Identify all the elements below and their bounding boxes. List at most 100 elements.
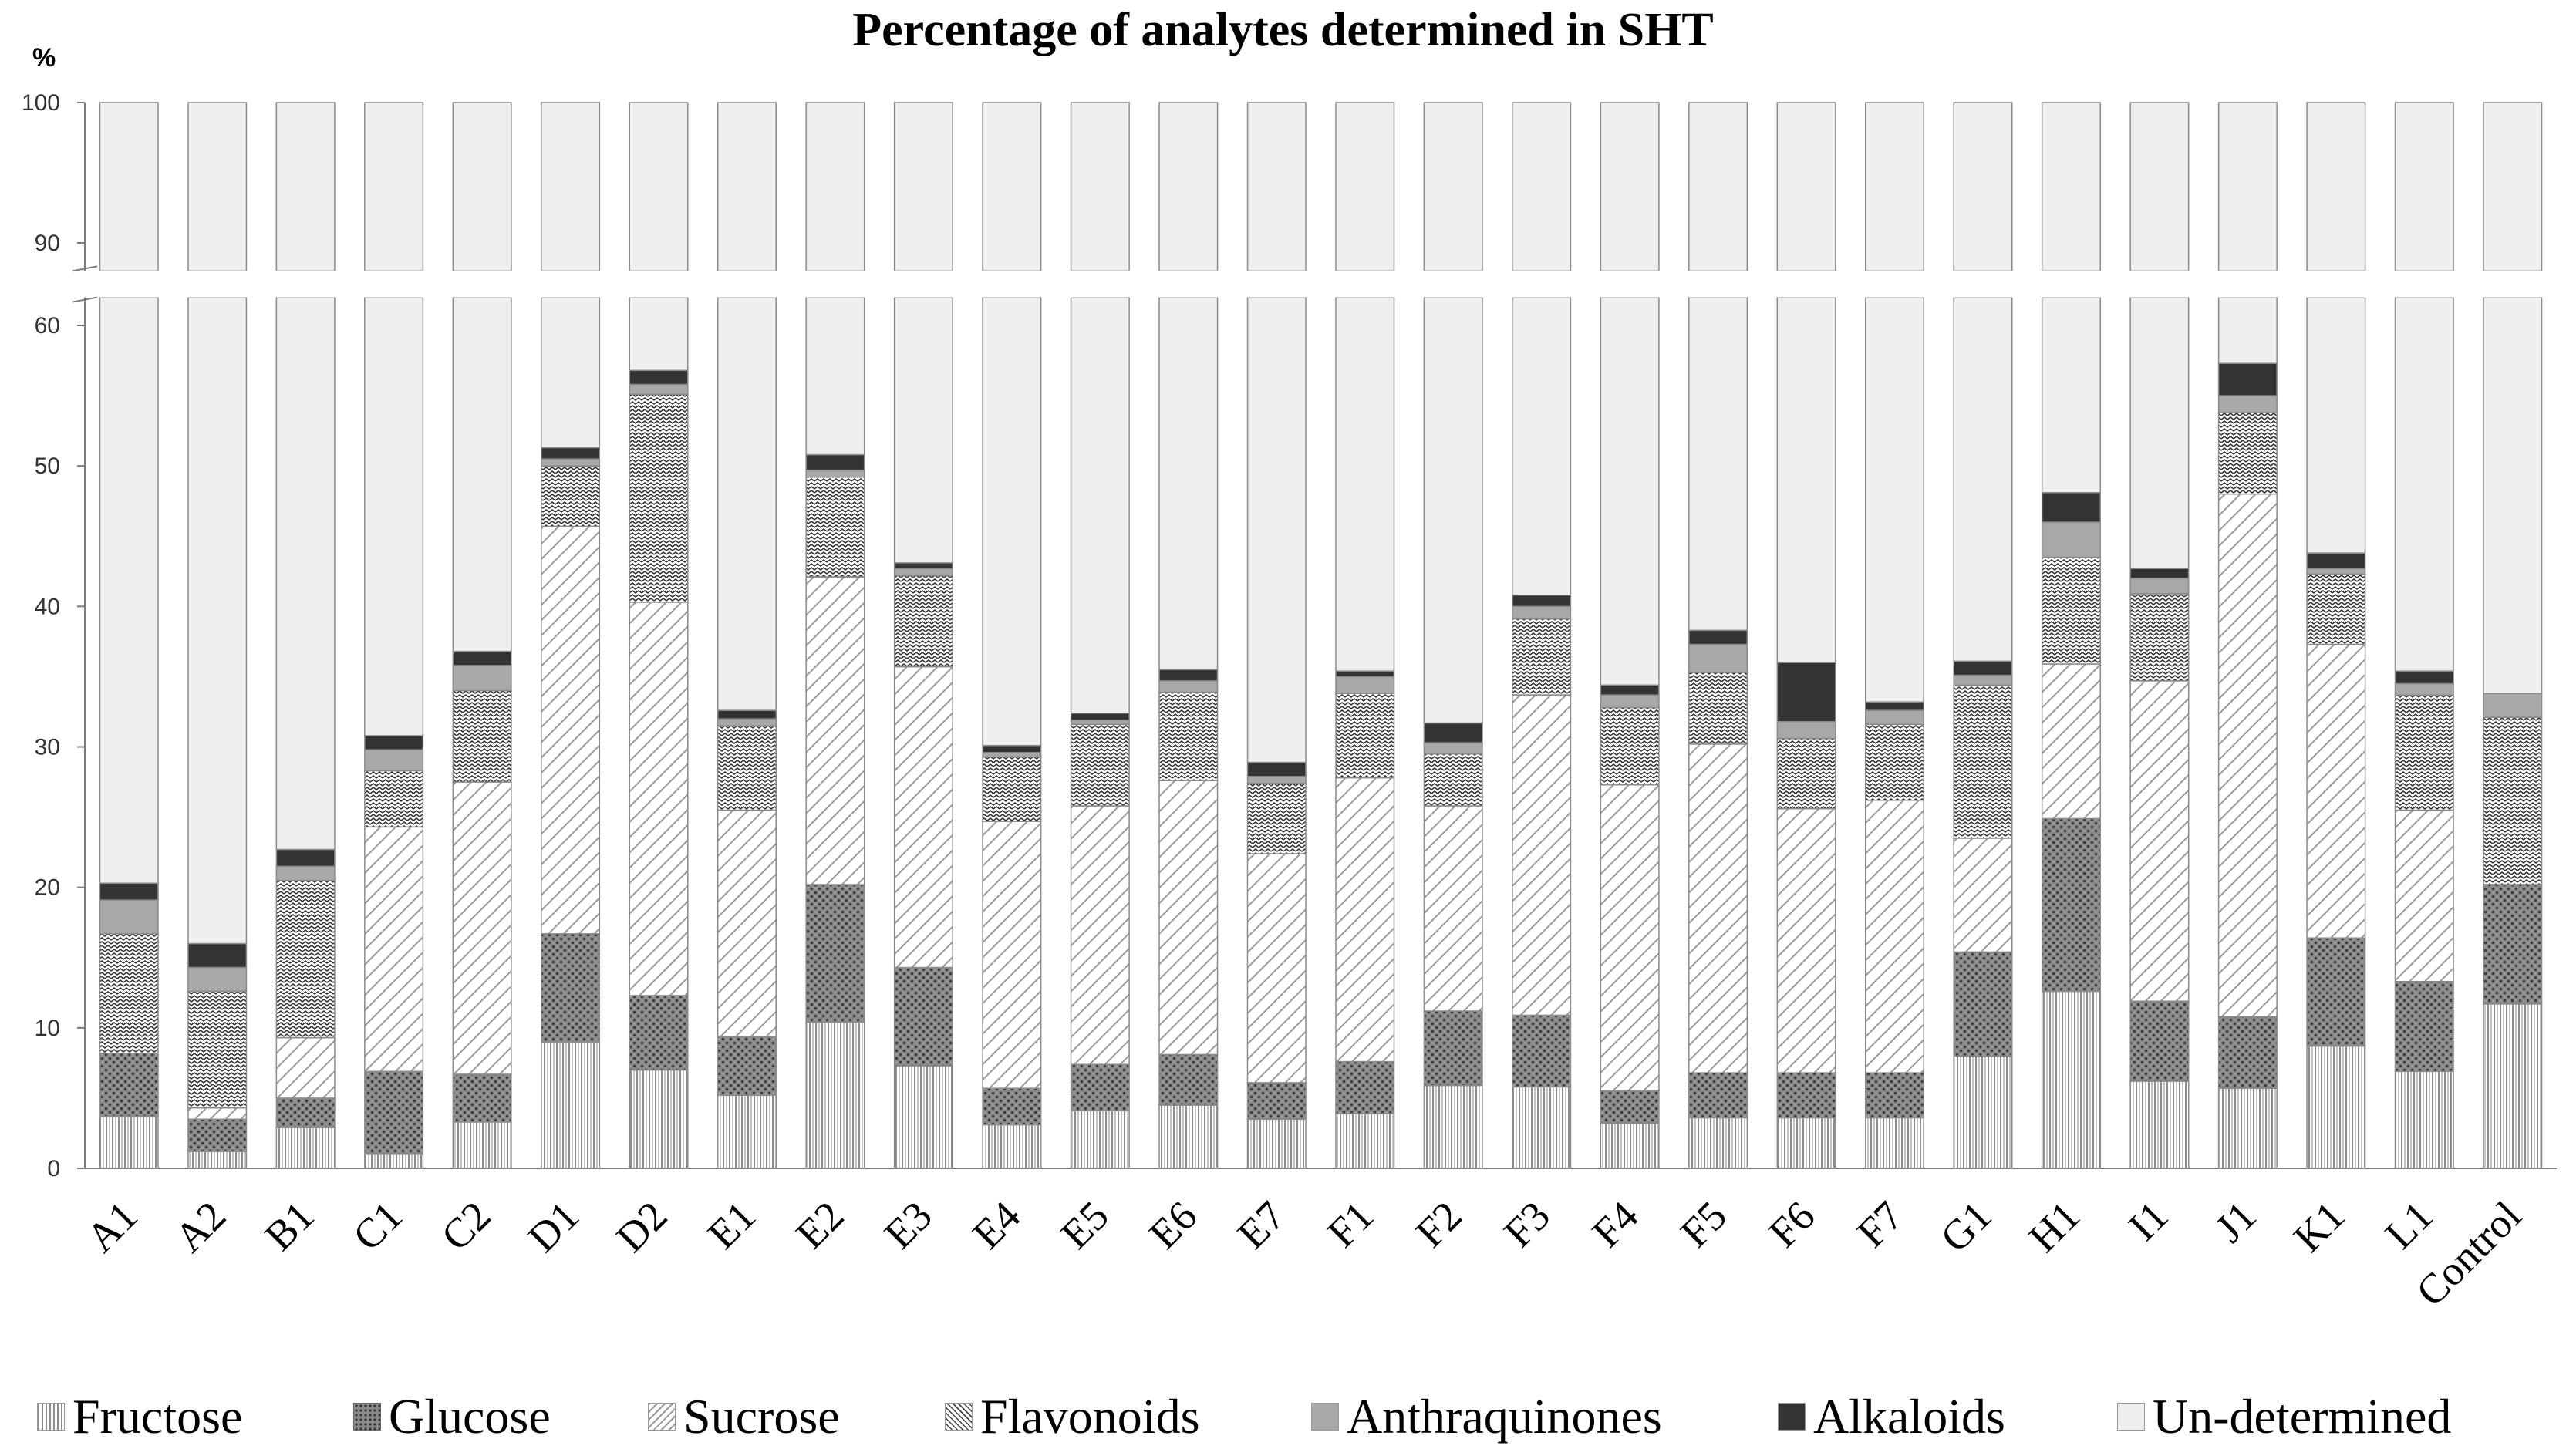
bar-segment-un-determined-upper xyxy=(1335,102,1395,272)
bar-segment-un-determined-upper xyxy=(717,102,777,272)
chart-title: Percentage of analytes determined in SHT xyxy=(852,4,1714,56)
y-tick-label: 0 xyxy=(47,1156,60,1181)
bar-segment-flavonoids xyxy=(1512,618,1572,696)
bar-segment-fructose xyxy=(2306,1045,2366,1169)
bar-segment-fructose xyxy=(275,1127,336,1169)
bar-segment-anthraquinones xyxy=(1953,674,2013,686)
bar-segment-sucrose xyxy=(1688,743,1748,1073)
bar-segment-alkaloids xyxy=(1776,662,1836,723)
bar-segment-flavonoids xyxy=(2394,694,2454,811)
bar-segment-anthraquinones xyxy=(2041,521,2101,558)
bar-segment-alkaloids xyxy=(275,848,336,868)
bar-segment-un-determined-upper xyxy=(364,102,424,272)
bar-segment-un-determined xyxy=(1423,296,1483,724)
bar-segment-glucose xyxy=(364,1070,424,1155)
bar-segment-alkaloids xyxy=(1688,629,1748,645)
bar-segment-anthraquinones xyxy=(2306,568,2366,575)
legend-swatch xyxy=(1778,1403,1806,1431)
bar-segment-un-determined xyxy=(1600,296,1660,686)
bar-F6 xyxy=(1776,102,1836,1169)
bar-segment-glucose xyxy=(629,995,689,1071)
bar-segment-glucose xyxy=(982,1087,1042,1126)
bar-segment-anthraquinones xyxy=(364,749,424,772)
bar-segment-sucrose xyxy=(187,1107,248,1120)
bar-I1 xyxy=(2129,102,2190,1169)
bar-segment-sucrose xyxy=(275,1036,336,1099)
bar-segment-anthraquinones xyxy=(2129,578,2190,595)
bar-segment-glucose xyxy=(717,1036,777,1097)
bar-segment-fructose xyxy=(452,1121,512,1169)
bar-B1 xyxy=(275,102,336,1169)
bar-segment-fructose xyxy=(1246,1118,1307,1169)
bar-segment-alkaloids xyxy=(2306,552,2366,569)
bar-segment-un-determined xyxy=(541,296,601,449)
legend-swatch xyxy=(2117,1403,2145,1431)
bar-segment-un-determined-upper xyxy=(2217,102,2278,272)
bar-segment-un-determined-upper xyxy=(452,102,512,272)
bar-segment-un-determined xyxy=(1512,296,1572,596)
bar-segment-flavonoids xyxy=(1246,783,1307,854)
bar-segment-glucose xyxy=(1070,1063,1130,1112)
bar-F3 xyxy=(1512,102,1572,1169)
legend-swatch xyxy=(648,1403,676,1431)
bar-segment-fructose xyxy=(717,1094,777,1169)
bar-segment-anthraquinones xyxy=(1776,720,1836,740)
x-tick-label: F2 xyxy=(1407,1192,1471,1256)
bar-segment-fructose xyxy=(2217,1087,2278,1169)
bar-segment-un-determined xyxy=(1335,296,1395,672)
bar-L1 xyxy=(2394,102,2454,1169)
bar-segment-fructose xyxy=(99,1115,159,1169)
bar-segment-alkaloids xyxy=(1335,670,1395,678)
bar-segment-anthraquinones xyxy=(2394,682,2454,696)
legend-item-alkaloids: Alkaloids xyxy=(1778,1382,2005,1451)
bar-segment-anthraquinones xyxy=(2483,693,2543,718)
bar-segment-glucose xyxy=(1953,951,2013,1057)
x-tick-label: E4 xyxy=(964,1192,1030,1258)
bar-segment-un-determined xyxy=(1070,296,1130,714)
bar-segment-flavonoids xyxy=(1600,706,1660,786)
bar-segment-fructose xyxy=(1776,1117,1836,1169)
bar-segment-anthraquinones xyxy=(1070,720,1130,726)
bar-segment-glucose xyxy=(2483,884,2543,1005)
bar-segment-sucrose xyxy=(1070,805,1130,1065)
bar-segment-un-determined xyxy=(2041,296,2101,494)
bar-segment-flavonoids xyxy=(1158,691,1219,781)
bar-segment-fructose xyxy=(893,1065,953,1169)
bar-segment-alkaloids xyxy=(1246,761,1307,777)
x-tick-label: H1 xyxy=(2020,1192,2089,1261)
bar-segment-fructose xyxy=(805,1021,865,1169)
bar-segment-un-determined-upper xyxy=(805,102,865,272)
bar-segment-sucrose xyxy=(893,666,953,969)
bar-segment-alkaloids xyxy=(1423,722,1483,743)
bar-segment-anthraquinones xyxy=(805,469,865,478)
bar-segment-anthraquinones xyxy=(1864,709,1925,726)
bar-segment-alkaloids xyxy=(187,942,248,969)
legend-swatch xyxy=(37,1403,65,1431)
x-tick-label: F4 xyxy=(1583,1192,1647,1256)
bar-segment-fructose xyxy=(1423,1084,1483,1169)
y-tick-label: 100 xyxy=(22,90,60,116)
bar-segment-un-determined xyxy=(275,296,336,851)
x-tick-label: G1 xyxy=(1931,1192,2000,1261)
bar-segment-un-determined-upper xyxy=(2306,102,2366,272)
bar-segment-flavonoids xyxy=(629,393,689,603)
bar-segment-glucose xyxy=(2306,937,2366,1047)
bar-segment-un-determined-upper xyxy=(629,102,689,272)
bar-segment-un-determined-upper xyxy=(1953,102,2013,272)
bar-E4 xyxy=(982,102,1042,1169)
bar-segment-sucrose xyxy=(1335,777,1395,1063)
bar-segment-anthraquinones xyxy=(1423,742,1483,755)
legend-label: Fructose xyxy=(72,1389,243,1444)
bar-segment-alkaloids xyxy=(1070,713,1130,721)
bar-segment-alkaloids xyxy=(2041,492,2101,523)
bar-segment-sucrose xyxy=(2041,663,2101,820)
legend-label: Glucose xyxy=(389,1389,551,1444)
y-tick-label: 60 xyxy=(35,313,60,339)
bar-segment-glucose xyxy=(1335,1060,1395,1114)
bar-segment-flavonoids xyxy=(2217,412,2278,495)
bar-segment-alkaloids xyxy=(2217,362,2278,396)
legend-item-un-determined: Un-determined xyxy=(2117,1382,2451,1451)
axis-break-gap xyxy=(69,271,2566,298)
bar-segment-fructose xyxy=(629,1069,689,1169)
bar-segment-un-determined xyxy=(1246,296,1307,763)
